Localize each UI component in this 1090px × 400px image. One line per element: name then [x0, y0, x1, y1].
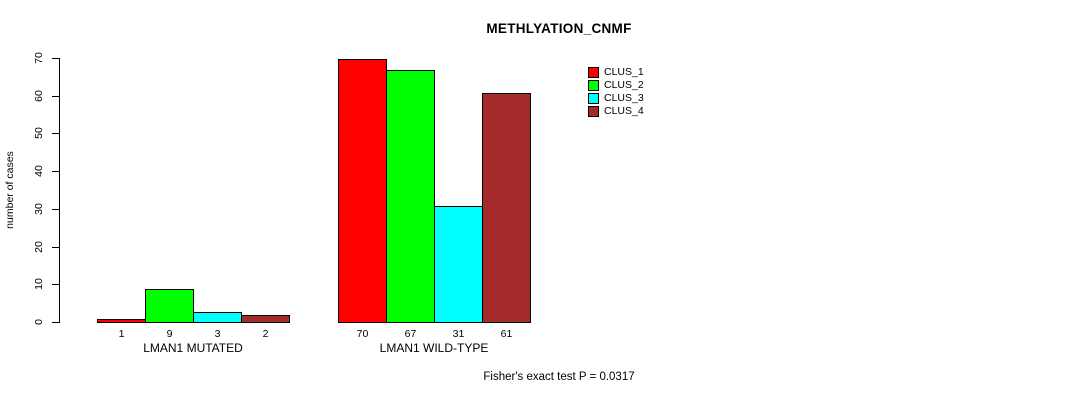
bar-value-label: 3: [214, 328, 221, 340]
bar-clus_2-wild-type: [386, 70, 435, 323]
bar-clus_4-mutated: [241, 315, 290, 323]
legend-label: CLUS_1: [604, 66, 644, 78]
y-tick-mark: [52, 133, 59, 134]
y-tick-label: 30: [33, 203, 45, 215]
bar-value-label: 67: [404, 328, 417, 340]
bar-clus_1-mutated: [97, 319, 146, 323]
y-tick-mark: [52, 96, 59, 97]
fisher-test-annotation: Fisher's exact test P = 0.0317: [483, 371, 635, 383]
y-tick-label: 50: [33, 127, 45, 139]
y-tick-label: 20: [33, 241, 45, 253]
legend-swatch-icon: [588, 67, 599, 78]
bar-value-label: 70: [356, 328, 369, 340]
y-tick-label: 70: [33, 52, 45, 64]
legend-row: CLUS_3: [588, 92, 644, 105]
legend-label: CLUS_3: [604, 92, 644, 104]
y-axis-title: number of cases: [4, 151, 16, 229]
bar-value-label: 1: [118, 328, 125, 340]
y-tick-label: 60: [33, 90, 45, 102]
bar-value-label: 2: [262, 328, 269, 340]
y-tick-mark: [52, 58, 59, 59]
bar-value-label: 9: [166, 328, 173, 340]
group-label-wild-type: LMAN1 WILD-TYPE: [379, 341, 489, 355]
bar-value-label: 31: [452, 328, 465, 340]
y-tick-label: 0: [33, 319, 45, 325]
legend-swatch-icon: [588, 93, 599, 104]
legend-swatch-icon: [588, 106, 599, 117]
y-tick-label: 10: [33, 278, 45, 290]
group-label-mutated: LMAN1 MUTATED: [143, 341, 243, 355]
y-tick-mark: [52, 171, 59, 172]
legend: CLUS_1 CLUS_2 CLUS_3 CLUS_4: [588, 66, 644, 118]
y-tick-mark: [52, 322, 59, 323]
y-tick-label: 40: [33, 165, 45, 177]
bar-clus_2-mutated: [145, 289, 194, 323]
bar-clus_1-wild-type: [338, 59, 387, 323]
bar-clus_3-wild-type: [434, 206, 483, 323]
legend-row: CLUS_1: [588, 66, 644, 79]
chart-title: METHLYATION_CNMF: [486, 21, 632, 36]
y-tick-mark: [52, 209, 59, 210]
y-tick-mark: [52, 284, 59, 285]
bar-clus_3-mutated: [193, 312, 242, 323]
y-tick-mark: [52, 247, 59, 248]
bar-clus_4-wild-type: [482, 93, 531, 323]
bar-value-label: 61: [500, 328, 513, 340]
legend-label: CLUS_4: [604, 105, 644, 117]
legend-label: CLUS_2: [604, 79, 644, 91]
legend-row: CLUS_2: [588, 79, 644, 92]
legend-swatch-icon: [588, 80, 599, 91]
legend-row: CLUS_4: [588, 105, 644, 118]
y-axis-line: [59, 58, 60, 323]
